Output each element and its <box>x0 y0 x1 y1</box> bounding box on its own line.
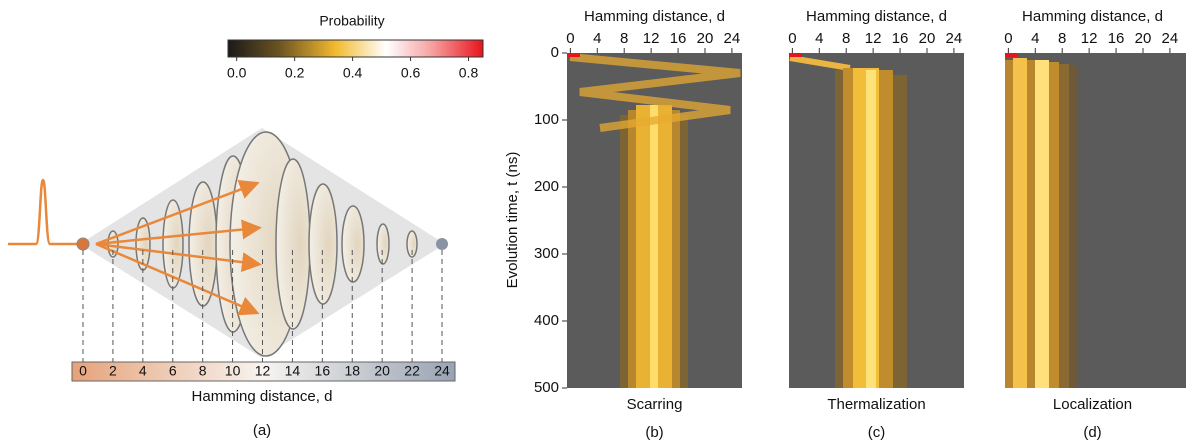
tick-label: 18 <box>344 363 360 379</box>
y-tick-label: 0 <box>551 44 559 61</box>
x-axis-label: Hamming distance, d <box>806 8 947 25</box>
tick-label: 8 <box>199 363 207 379</box>
x-tick-label: 20 <box>919 30 936 47</box>
x-tick-label: 4 <box>815 30 823 47</box>
tick-label: 4 <box>139 363 147 379</box>
tick-label: 0 <box>79 363 87 379</box>
colorbar <box>227 39 484 58</box>
y-tick-label: 100 <box>534 111 559 128</box>
x-tick-label: 8 <box>620 30 628 47</box>
x-tick-label: 16 <box>1108 30 1125 47</box>
tick-label: 16 <box>315 363 331 379</box>
tick-label: 12 <box>255 363 271 379</box>
heatmap-c <box>789 53 964 388</box>
x-tick-label: 8 <box>1058 30 1066 47</box>
heatmap-d <box>1005 53 1186 388</box>
x-tick-label: 20 <box>697 30 714 47</box>
panel-name: Localization <box>1053 396 1132 413</box>
x-axis-label: Hamming distance, d <box>1022 8 1163 25</box>
x-tick-label: 16 <box>892 30 909 47</box>
diagram <box>8 128 456 382</box>
x-tick-label: 4 <box>593 30 601 47</box>
panel-name: Thermalization <box>827 396 925 413</box>
tick-label: 10 <box>225 363 241 379</box>
x-tick-label: 8 <box>842 30 850 47</box>
x-tick-label: 20 <box>1135 30 1152 47</box>
tick-label: 0.0 <box>227 65 247 81</box>
tick-label: 0.2 <box>285 65 305 81</box>
heatmap-b <box>567 53 742 388</box>
y-tick-label: 400 <box>534 312 559 329</box>
y-axis-label: Evolution time, t (ns) <box>504 152 521 289</box>
x-tick-label: 24 <box>724 30 741 47</box>
y-tick-label: 300 <box>534 245 559 262</box>
panel-name: Scarring <box>627 396 683 413</box>
tick-label: 0.8 <box>459 65 479 81</box>
tick-label: 14 <box>285 363 301 379</box>
tick-label: 24 <box>434 363 450 379</box>
x-tick-label: 12 <box>1081 30 1098 47</box>
x-tick-label: 24 <box>946 30 963 47</box>
caption: (c) <box>868 424 886 441</box>
tick-label: 20 <box>374 363 390 379</box>
caption: (a) <box>253 422 271 439</box>
y-tick-label: 500 <box>534 379 559 396</box>
x-tick-label: 16 <box>670 30 687 47</box>
caption: (d) <box>1083 424 1101 441</box>
caption: (b) <box>645 424 663 441</box>
tick-label: 2 <box>109 363 117 379</box>
tick-label: 6 <box>169 363 177 379</box>
x-tick-label: 12 <box>865 30 882 47</box>
x-tick-label: 4 <box>1031 30 1039 47</box>
x-axis-label: Hamming distance, d <box>584 8 725 25</box>
tick-label: 22 <box>404 363 420 379</box>
x-tick-label: 12 <box>643 30 660 47</box>
x-tick-label: 24 <box>1162 30 1179 47</box>
x-tick-label: 0 <box>1004 30 1012 47</box>
axis-label: Hamming distance, d <box>192 388 333 405</box>
y-tick-label: 200 <box>534 178 559 195</box>
x-tick-label: 0 <box>566 30 574 47</box>
x-tick-label: 0 <box>788 30 796 47</box>
colorbar-title: Probability <box>319 13 384 29</box>
tick-label: 0.6 <box>401 65 421 81</box>
tick-label: 0.4 <box>343 65 363 81</box>
